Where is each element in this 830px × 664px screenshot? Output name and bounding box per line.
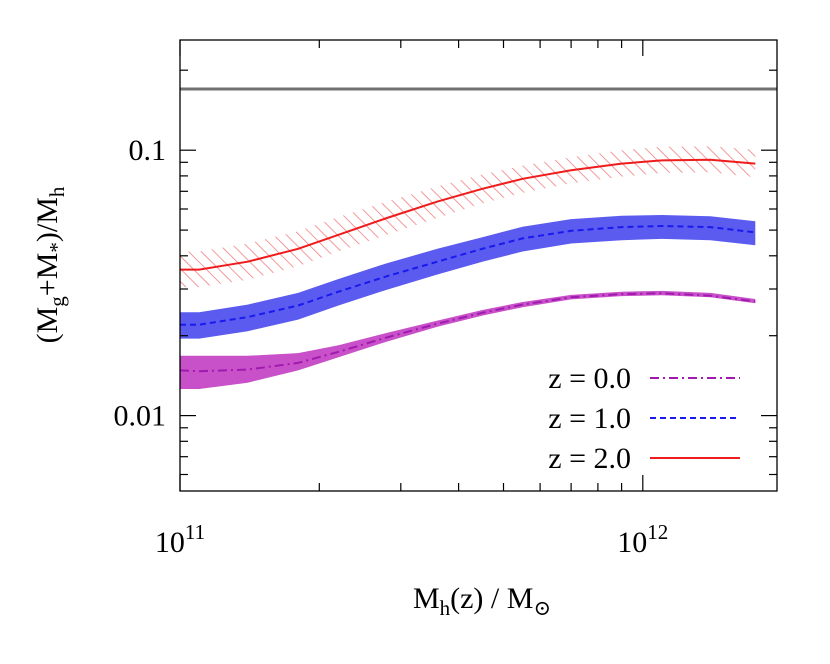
y-tick-label: 0.01: [114, 400, 167, 433]
uncertainty-bands: [180, 146, 756, 389]
y-axis-label: (Mg+M*)/Mh: [31, 186, 69, 343]
band-z-0-0: [180, 290, 756, 389]
y-tick-label: 0.1: [129, 134, 167, 167]
legend-label-z-0-0: z = 0.0: [548, 362, 631, 395]
line-z-0-0: [180, 292, 756, 373]
series-lines: [180, 158, 756, 373]
legend-label-z-2-0: z = 2.0: [548, 442, 631, 475]
band-z-2-0: [180, 146, 756, 288]
legend: z = 0.0 z = 1.0 z = 2.0: [548, 362, 740, 475]
band-z-1-0: [180, 215, 756, 339]
x-tick-label: 1011: [155, 520, 205, 559]
legend-label-z-1-0: z = 1.0: [548, 402, 631, 435]
x-axis-label: Mh(z) / M⊙: [413, 582, 551, 620]
line-z-2-0: [180, 158, 756, 271]
x-tick-label: 1012: [617, 520, 668, 559]
plot-frame: [179, 39, 778, 492]
axis-ticks: [179, 40, 777, 491]
tick-labels: 1011 1012 0.01 0.1: [114, 134, 669, 559]
